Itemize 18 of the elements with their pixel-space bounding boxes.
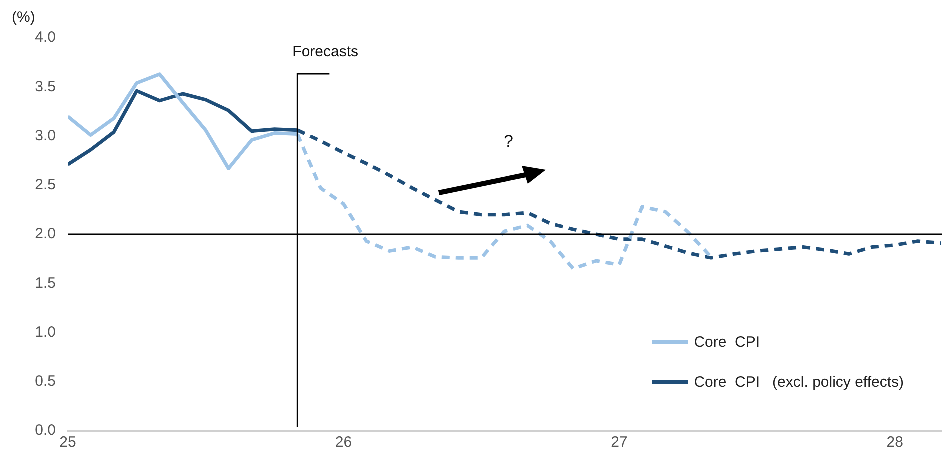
- legend-label: Core CPI (excl. policy effects): [694, 374, 904, 390]
- y-tick-label: 3.5: [35, 78, 56, 96]
- y-tick-label: 2.0: [35, 226, 56, 243]
- y-tick-label: 0.5: [35, 373, 56, 390]
- x-tick-label: 27: [611, 434, 628, 452]
- y-tick-label: 1.0: [35, 324, 56, 341]
- y-tick-label: 4.0: [35, 29, 56, 46]
- annotation: ?: [504, 132, 514, 152]
- y-tick-label: 2.5: [35, 176, 56, 194]
- x-tick-label: 28: [886, 434, 904, 452]
- y-axis-title: (%): [12, 9, 36, 26]
- ref-line-label: Forecasts: [292, 44, 359, 61]
- x-tick-label: 26: [335, 434, 352, 452]
- y-tick-label: 0.0: [35, 422, 56, 440]
- y-tick-label: 3.0: [35, 127, 56, 144]
- legend-label: Core CPI: [694, 334, 760, 350]
- x-tick-label: 25: [60, 434, 76, 452]
- y-tick-label: 1.5: [35, 274, 56, 292]
